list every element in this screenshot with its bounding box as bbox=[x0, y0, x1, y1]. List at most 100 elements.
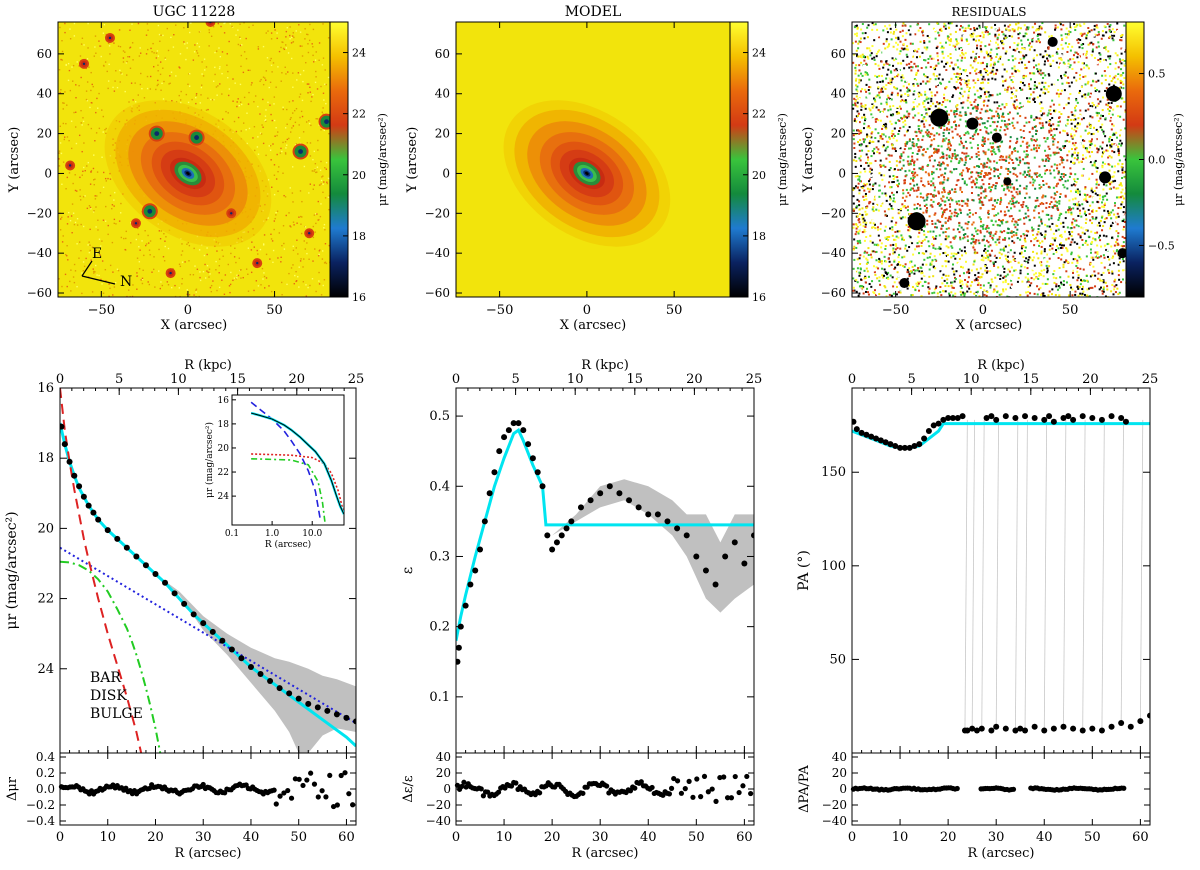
noise-pixel bbox=[174, 284, 176, 287]
residual-pixel bbox=[891, 115, 894, 118]
residual-pixel bbox=[970, 56, 973, 59]
noise-pixel bbox=[60, 58, 62, 61]
noise-pixel bbox=[92, 268, 94, 270]
residual-pixel bbox=[979, 70, 982, 73]
residual-pixel bbox=[959, 34, 962, 37]
residual-pixel bbox=[1074, 118, 1077, 121]
residual-pixel bbox=[900, 167, 903, 170]
residual-pixel bbox=[1032, 57, 1035, 60]
residual-pixel bbox=[986, 73, 989, 76]
residual-pixel bbox=[897, 185, 900, 188]
noise-pixel bbox=[226, 53, 228, 55]
noise-pixel bbox=[70, 290, 72, 292]
residual-pixel bbox=[1011, 67, 1014, 70]
residual-pixel bbox=[892, 45, 895, 48]
residual-pixel bbox=[989, 72, 992, 75]
residual-pixel bbox=[1070, 111, 1073, 114]
residual-pixel bbox=[924, 284, 927, 287]
residual-pixel bbox=[945, 157, 948, 160]
residual-pixel bbox=[879, 228, 882, 231]
residual-pixel bbox=[931, 222, 934, 225]
noise-pixel bbox=[297, 276, 299, 278]
residual-pixel bbox=[972, 235, 975, 238]
noise-pixel bbox=[204, 263, 206, 266]
residual-pixel bbox=[1081, 154, 1084, 157]
residual-pixel bbox=[1101, 290, 1104, 293]
noise-pixel bbox=[104, 177, 107, 180]
residual-pixel bbox=[953, 149, 956, 152]
residual-pixel bbox=[878, 279, 881, 282]
residual-pixel bbox=[1034, 125, 1037, 128]
residual-pixel bbox=[921, 263, 924, 266]
noise-pixel bbox=[308, 192, 310, 194]
residual-pixel bbox=[1061, 82, 1064, 85]
residual-pixel bbox=[1076, 158, 1079, 161]
noise-pixel bbox=[218, 67, 221, 70]
residual-pixel bbox=[1049, 118, 1052, 121]
noise-pixel bbox=[265, 32, 267, 34]
residual-pixel bbox=[855, 260, 858, 263]
residual-pixel bbox=[973, 26, 976, 29]
noise-pixel bbox=[322, 284, 324, 287]
residual-pixel bbox=[930, 204, 933, 207]
residual-pixel bbox=[1075, 219, 1078, 222]
residual-pixel bbox=[1053, 281, 1056, 284]
noise-pixel bbox=[81, 174, 84, 176]
noise-pixel bbox=[217, 22, 219, 25]
residual-pixel bbox=[1065, 139, 1068, 142]
residual-pixel bbox=[891, 114, 894, 117]
residual-pixel bbox=[1099, 234, 1102, 237]
residual-pixel bbox=[1124, 268, 1126, 271]
residual-pixel bbox=[923, 225, 926, 228]
noise-pixel bbox=[326, 181, 328, 183]
residual-pixel bbox=[885, 157, 888, 160]
residual-pixel bbox=[1105, 103, 1108, 106]
noise-pixel bbox=[82, 225, 85, 228]
noise-pixel bbox=[322, 23, 324, 25]
residual-pixel bbox=[984, 257, 987, 260]
noise-pixel bbox=[107, 87, 109, 90]
residual-pixel bbox=[1085, 64, 1088, 67]
residual-pixel bbox=[1023, 222, 1026, 225]
residual-pixel bbox=[1060, 34, 1063, 37]
residual-pixel bbox=[985, 131, 988, 134]
residual-pixel bbox=[1072, 276, 1075, 279]
residual-pixel bbox=[951, 136, 954, 139]
noise-pixel bbox=[265, 154, 267, 157]
residual-pixel bbox=[1020, 53, 1023, 56]
residual-pixel bbox=[984, 269, 987, 272]
residual-pixel bbox=[913, 184, 916, 187]
residual-pixel bbox=[987, 138, 990, 141]
residual-pixel bbox=[892, 177, 895, 180]
noise-pixel bbox=[286, 138, 289, 141]
residual-pixel bbox=[1015, 141, 1018, 144]
noise-pixel bbox=[118, 29, 121, 31]
residual-pixel bbox=[920, 228, 923, 231]
residual-pixel bbox=[1060, 281, 1063, 284]
residual-pixel bbox=[920, 46, 923, 49]
residual-pixel bbox=[982, 259, 985, 262]
residual-pixel bbox=[1064, 230, 1067, 233]
residual-pixel bbox=[1087, 239, 1090, 242]
compass-north-label: N bbox=[120, 274, 132, 290]
residual-pixel bbox=[888, 235, 891, 238]
noise-pixel bbox=[308, 83, 310, 85]
residual-pixel bbox=[887, 208, 890, 211]
residual-pixel bbox=[1077, 117, 1080, 120]
star-core bbox=[147, 208, 153, 214]
residual-pixel bbox=[940, 47, 943, 50]
residual-pixel bbox=[1119, 196, 1122, 199]
residual-pixel bbox=[904, 80, 907, 83]
residual-pixel bbox=[917, 112, 920, 115]
noise-pixel bbox=[136, 272, 138, 274]
residual-pixel bbox=[1082, 184, 1085, 187]
residual-pixel bbox=[1016, 150, 1019, 153]
residual-pixel bbox=[998, 293, 1001, 296]
residual-pixel bbox=[928, 80, 931, 83]
residual-pixel bbox=[1037, 146, 1040, 149]
noise-pixel bbox=[316, 118, 319, 120]
residual-pixel bbox=[1074, 109, 1077, 112]
residual-pixel bbox=[942, 231, 945, 234]
noise-pixel bbox=[320, 85, 322, 88]
noise-pixel bbox=[107, 233, 109, 236]
